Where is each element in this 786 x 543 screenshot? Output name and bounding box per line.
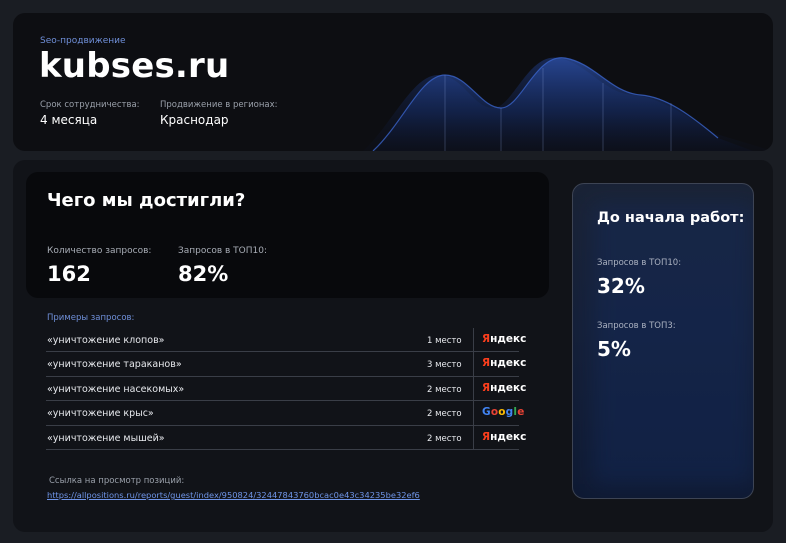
domain-title: kubses.ru xyxy=(39,46,230,86)
query-examples-table: «уничтожение клопов» 1 место Яндекс «уни… xyxy=(46,328,526,450)
queries-count-label: Количество запросов: xyxy=(47,246,152,256)
table-row: «уничтожение насекомых» 2 место Яндекс xyxy=(46,376,526,402)
before-title: До начала работ: xyxy=(597,210,745,226)
table-row: «уничтожение тараканов» 3 место Яндекс xyxy=(46,352,526,377)
term-value: 4 месяца xyxy=(40,113,98,127)
position-text: 2 место xyxy=(427,384,462,395)
position-text: 3 место xyxy=(427,360,462,371)
yandex-logo: Яндекс xyxy=(482,333,527,345)
position-text: 2 место xyxy=(427,409,462,420)
achievements-panel: Чего мы достигли? Количество запросов: 1… xyxy=(26,172,549,298)
examples-label: Примеры запросов: xyxy=(47,313,135,323)
region-label: Продвижение в регионах: xyxy=(160,100,278,110)
before-top3-value: 5% xyxy=(597,337,631,361)
report-link[interactable]: https://allpositions.ru/reports/guest/in… xyxy=(47,490,420,500)
google-logo: Google xyxy=(482,406,525,419)
column-divider xyxy=(473,425,474,449)
before-top10-label: Запросов в ТОП10: xyxy=(597,258,682,268)
report-link-label: Ссылка на просмотр позиций: xyxy=(49,476,185,486)
project-header-card: Seo-продвижение kubses.ru Срок сотруднич… xyxy=(13,13,773,151)
position-text: 1 место xyxy=(427,336,462,346)
before-work-panel: До начала работ: Запросов в ТОП10: 32% З… xyxy=(572,183,754,499)
top10-label: Запросов в ТОП10: xyxy=(178,246,268,256)
decorative-waves-graphic xyxy=(363,57,773,151)
query-text: «уничтожение клопов» xyxy=(47,335,165,346)
before-top10-value: 32% xyxy=(597,274,645,298)
term-label: Срок сотрудничества: xyxy=(40,100,140,110)
service-label: Seo-продвижение xyxy=(40,36,126,46)
yandex-logo: Яндекс xyxy=(482,357,527,370)
query-text: «уничтожение насекомых» xyxy=(47,383,185,395)
achievements-title: Чего мы достигли? xyxy=(47,190,246,211)
column-divider xyxy=(473,376,474,401)
query-text: «уничтожение крыс» xyxy=(47,408,154,420)
before-top3-label: Запросов в ТОП3: xyxy=(597,321,676,331)
column-divider xyxy=(473,401,474,425)
column-divider xyxy=(473,328,474,352)
table-row: «уничтожение крыс» 2 место Google xyxy=(46,401,524,426)
region-value: Краснодар xyxy=(160,113,229,127)
results-card: Чего мы достигли? Количество запросов: 1… xyxy=(13,160,773,532)
query-text: «уничтожение тараканов» xyxy=(47,359,182,371)
table-row: «уничтожение мышей» 2 место Яндекс xyxy=(46,425,526,450)
yandex-logo: Яндекс xyxy=(482,430,527,443)
query-text: «уничтожение мышей» xyxy=(47,432,165,444)
table-row: «уничтожение клопов» 1 место Яндекс xyxy=(46,328,526,353)
position-text: 2 место xyxy=(427,433,462,444)
queries-count-value: 162 xyxy=(47,262,91,286)
top10-value: 82% xyxy=(178,262,229,286)
column-divider xyxy=(473,352,474,376)
yandex-logo: Яндекс xyxy=(482,381,527,394)
